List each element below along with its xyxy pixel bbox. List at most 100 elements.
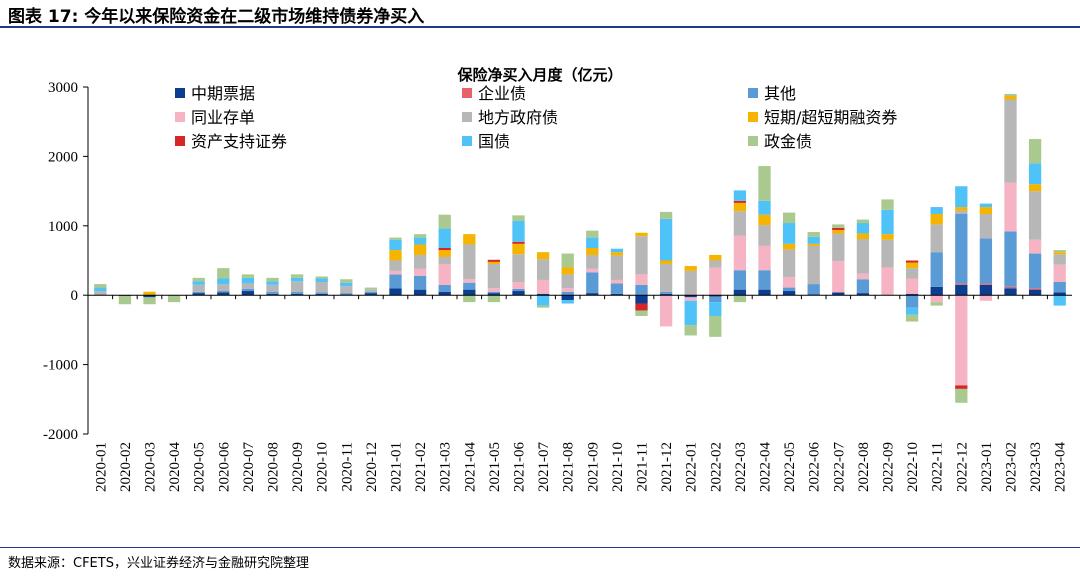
y-tick-label: -2000 — [43, 427, 78, 443]
bar-segment — [266, 284, 279, 292]
bar-segment — [290, 277, 304, 282]
bar-segment — [684, 297, 697, 301]
bar-segment — [364, 287, 378, 290]
bar-segment — [438, 214, 451, 229]
bar-segment — [1053, 282, 1066, 293]
x-tick-label: 2022-12 — [954, 442, 970, 492]
x-tick-label: 2020-10 — [315, 442, 331, 492]
bar-segment — [364, 291, 378, 294]
bar-segment — [1004, 231, 1017, 287]
bar-segment — [1053, 252, 1066, 255]
bar-segment — [733, 295, 747, 303]
legend-item: 短期/超短期融资券 — [748, 108, 897, 127]
bar-segment — [758, 289, 771, 296]
x-tick-label: 2022-07 — [831, 442, 847, 492]
bar-segment — [733, 289, 747, 296]
bar-segment — [782, 249, 796, 278]
figure-title: 图表 17: 今年以来保险资金在二级市场维持债券净买入 — [8, 7, 425, 27]
x-tick-label: 2021-07 — [536, 442, 552, 492]
bar-segment — [610, 252, 624, 256]
legend-swatch — [462, 112, 472, 122]
x-tick-label: 2022-10 — [905, 442, 921, 492]
bar-segment — [290, 274, 304, 278]
x-tick-label: 2023-01 — [979, 442, 995, 492]
bar-segment — [635, 303, 648, 311]
bar-segment — [217, 292, 230, 296]
bar-segment — [463, 244, 476, 280]
bar-segment — [192, 277, 205, 282]
bar-segment — [512, 241, 525, 244]
bar-segment — [586, 268, 599, 273]
legend-swatch — [175, 136, 185, 146]
x-tick-label: 2021-12 — [659, 442, 675, 492]
bar-segment — [832, 292, 845, 296]
legend-label: 同业存单 — [191, 108, 255, 127]
bar-segment — [635, 310, 648, 317]
bar-segment — [512, 243, 525, 255]
bar-segment — [536, 293, 550, 296]
legend-swatch — [462, 136, 472, 146]
bar-segment — [1053, 295, 1066, 306]
bar-segment — [955, 283, 968, 285]
bar-segment — [1028, 184, 1042, 192]
bar-segment — [881, 267, 894, 296]
bar-segment — [955, 385, 968, 389]
bar-segment — [536, 252, 550, 260]
bar-segment — [635, 236, 648, 275]
bar-segment — [192, 291, 205, 294]
bar-segment — [807, 236, 820, 244]
x-tick-label: 2022-05 — [782, 442, 798, 492]
bar-segment — [709, 296, 722, 303]
bar-segment — [463, 282, 476, 290]
bar-segment — [586, 254, 599, 269]
bar-segment — [389, 274, 402, 289]
bar-segment — [955, 214, 968, 284]
bar-segment — [659, 260, 673, 264]
bar-segment — [709, 295, 722, 297]
bar-segment — [389, 288, 402, 296]
x-tick-label: 2020-04 — [167, 442, 183, 492]
x-tick-label: 2020-03 — [143, 442, 159, 492]
bar-segment — [241, 288, 255, 292]
bar-segment — [709, 267, 722, 296]
bar-segment — [635, 284, 648, 296]
bar-segment — [832, 233, 845, 262]
bar-segment — [881, 199, 894, 210]
x-tick-label: 2021-06 — [512, 442, 528, 492]
bar-segment — [315, 282, 328, 293]
bar-segment — [1004, 288, 1017, 296]
x-tick-label: 2023-03 — [1028, 442, 1044, 492]
bar-segment — [979, 284, 993, 296]
bar-segment — [561, 291, 574, 296]
bar-segment — [930, 252, 943, 287]
x-tick-label: 2020-05 — [192, 442, 208, 492]
bar-segment — [807, 243, 820, 246]
bar-segment — [905, 268, 919, 279]
bar-segment — [635, 274, 648, 285]
legend-label: 地方政府债 — [478, 108, 558, 127]
legend-label: 中期票据 — [191, 84, 255, 103]
bar-segment — [364, 293, 378, 296]
bar-segment — [1028, 191, 1042, 240]
bar-segment — [979, 295, 993, 301]
bar-segment — [315, 293, 328, 296]
x-tick-label: 2022-02 — [708, 442, 724, 492]
bar-segment — [487, 288, 501, 292]
x-tick-label: 2020-09 — [290, 442, 306, 492]
bar-segment — [217, 291, 230, 293]
legend-swatch — [748, 112, 758, 122]
bar-segment — [930, 207, 943, 215]
bar-segment — [438, 248, 451, 251]
bar-segment — [979, 207, 993, 215]
bar-segment — [536, 295, 550, 306]
bar-segment — [561, 300, 574, 304]
bar-segment — [758, 214, 771, 226]
bar-segment — [856, 238, 870, 274]
x-tick-label: 2021-04 — [462, 442, 478, 492]
bar-segment — [487, 293, 501, 296]
chart-title: 保险净买入月度（亿元） — [456, 66, 622, 84]
bar-segment — [192, 281, 205, 285]
bar-segment — [413, 289, 427, 296]
bar-segment — [659, 211, 673, 219]
bar-segment — [733, 200, 747, 203]
